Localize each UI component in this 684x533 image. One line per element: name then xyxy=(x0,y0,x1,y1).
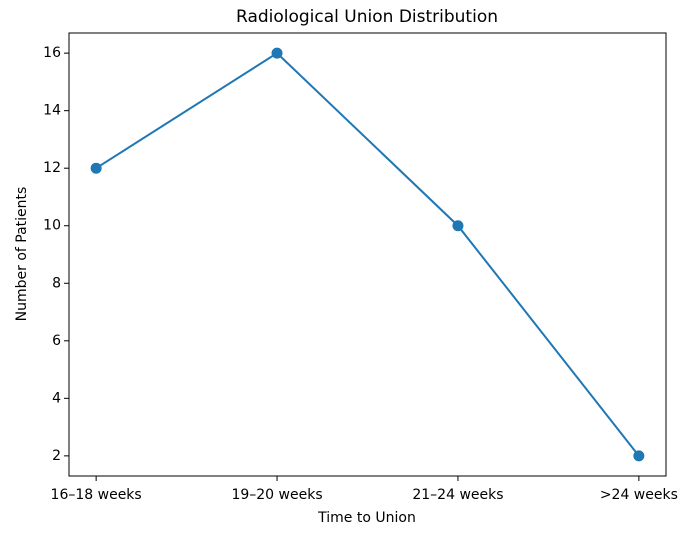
marker xyxy=(452,220,464,232)
x-tick-label: 19–20 weeks xyxy=(231,487,322,503)
x-tick-label: 21–24 weeks xyxy=(412,487,503,503)
line xyxy=(95,51,640,457)
chart-title: Radiological Union Distribution xyxy=(236,7,498,27)
y-axis-label: Number of Patients xyxy=(14,187,30,322)
y-tick-label: 14 xyxy=(43,103,61,119)
y-tick-label: 12 xyxy=(43,160,61,176)
marker xyxy=(90,162,102,174)
y-tick-label: 2 xyxy=(52,448,61,464)
x-tick-label: >24 weeks xyxy=(600,487,678,503)
y-tick-label: 8 xyxy=(52,275,61,291)
y-tick-label: 16 xyxy=(43,45,61,61)
y-tick-label: 10 xyxy=(43,218,61,234)
y-tick-label: 6 xyxy=(52,333,61,349)
marker xyxy=(633,450,645,462)
x-axis-label: Time to Union xyxy=(317,510,416,526)
plot-frame xyxy=(68,32,667,477)
x-tick-label: 16–18 weeks xyxy=(51,487,142,503)
marker xyxy=(271,47,283,59)
y-tick-label: 4 xyxy=(52,390,61,406)
